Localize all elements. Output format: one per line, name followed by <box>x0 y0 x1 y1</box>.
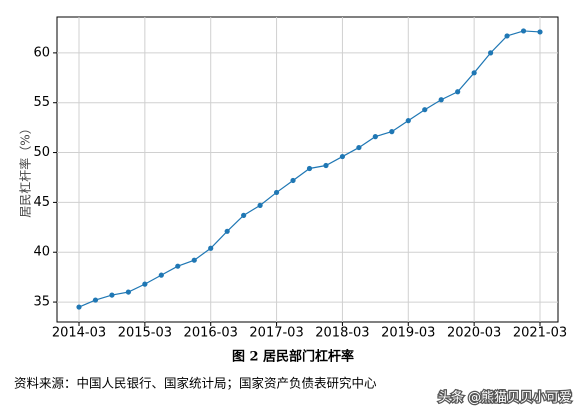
plot-frame <box>56 16 559 323</box>
data-point <box>125 289 131 295</box>
data-point <box>471 70 477 76</box>
data-point <box>323 162 329 169</box>
data-point <box>455 89 461 95</box>
x-tick-label: 2017-03 <box>249 326 303 341</box>
data-point <box>257 202 263 208</box>
x-tick-label: 2014-03 <box>52 326 106 341</box>
data-point <box>191 257 197 263</box>
data-point <box>142 281 148 287</box>
data-point <box>92 297 99 303</box>
data-point <box>109 292 115 298</box>
data-point <box>76 304 82 310</box>
data-point <box>224 228 230 234</box>
data-point <box>389 129 395 135</box>
data-point <box>372 134 378 140</box>
y-tick-label: 50 <box>33 145 50 160</box>
watermark: 头条 @熊猫贝贝小可爱 <box>438 390 572 406</box>
data-point <box>356 144 362 151</box>
data-point <box>158 272 164 278</box>
x-tick-label: 2016-03 <box>184 326 238 341</box>
data-point <box>405 118 411 124</box>
data-point <box>438 97 444 103</box>
data-point <box>241 212 247 218</box>
y-tick-label: 45 <box>33 195 50 210</box>
y-tick-label: 60 <box>33 45 50 60</box>
x-tick-label: 2021-03 <box>513 326 567 341</box>
y-tick-label: 55 <box>33 95 50 110</box>
data-point <box>306 165 313 172</box>
data-point <box>488 50 494 56</box>
data-point <box>422 107 428 113</box>
x-tick-label: 2020-03 <box>447 326 501 341</box>
y-tick-label: 35 <box>33 295 50 310</box>
x-tick-label: 2018-03 <box>315 326 369 341</box>
data-point <box>273 189 280 196</box>
source-note: 资料来源：中国人民银行、国家统计局；国家资产负债表研究中心 <box>14 376 377 391</box>
x-tick-label: 2015-03 <box>118 326 172 341</box>
data-point <box>290 177 296 184</box>
data-point <box>339 153 346 160</box>
data-point <box>175 263 181 269</box>
caption: 图 2 居民部门杠杆率 <box>232 349 354 365</box>
y-tick-label: 40 <box>33 245 50 260</box>
data-point <box>504 33 510 39</box>
y-axis-label: 居民杠杆率（%） <box>18 122 33 217</box>
data-point <box>520 28 527 34</box>
x-tick-label: 2019-03 <box>381 326 435 341</box>
data-point <box>208 245 214 251</box>
data-point <box>537 29 543 35</box>
